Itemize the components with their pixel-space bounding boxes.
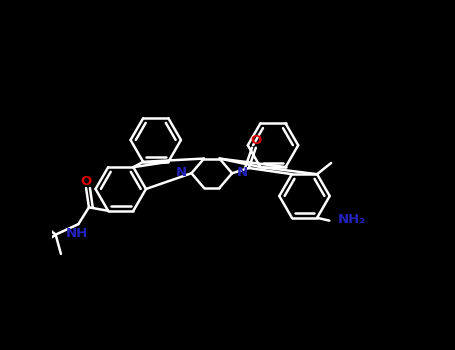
Text: N: N: [176, 166, 187, 179]
Text: O: O: [81, 175, 92, 188]
Text: N: N: [237, 166, 248, 179]
Text: O: O: [250, 134, 262, 147]
Text: NH₂: NH₂: [338, 213, 365, 226]
Text: NH: NH: [66, 227, 88, 240]
